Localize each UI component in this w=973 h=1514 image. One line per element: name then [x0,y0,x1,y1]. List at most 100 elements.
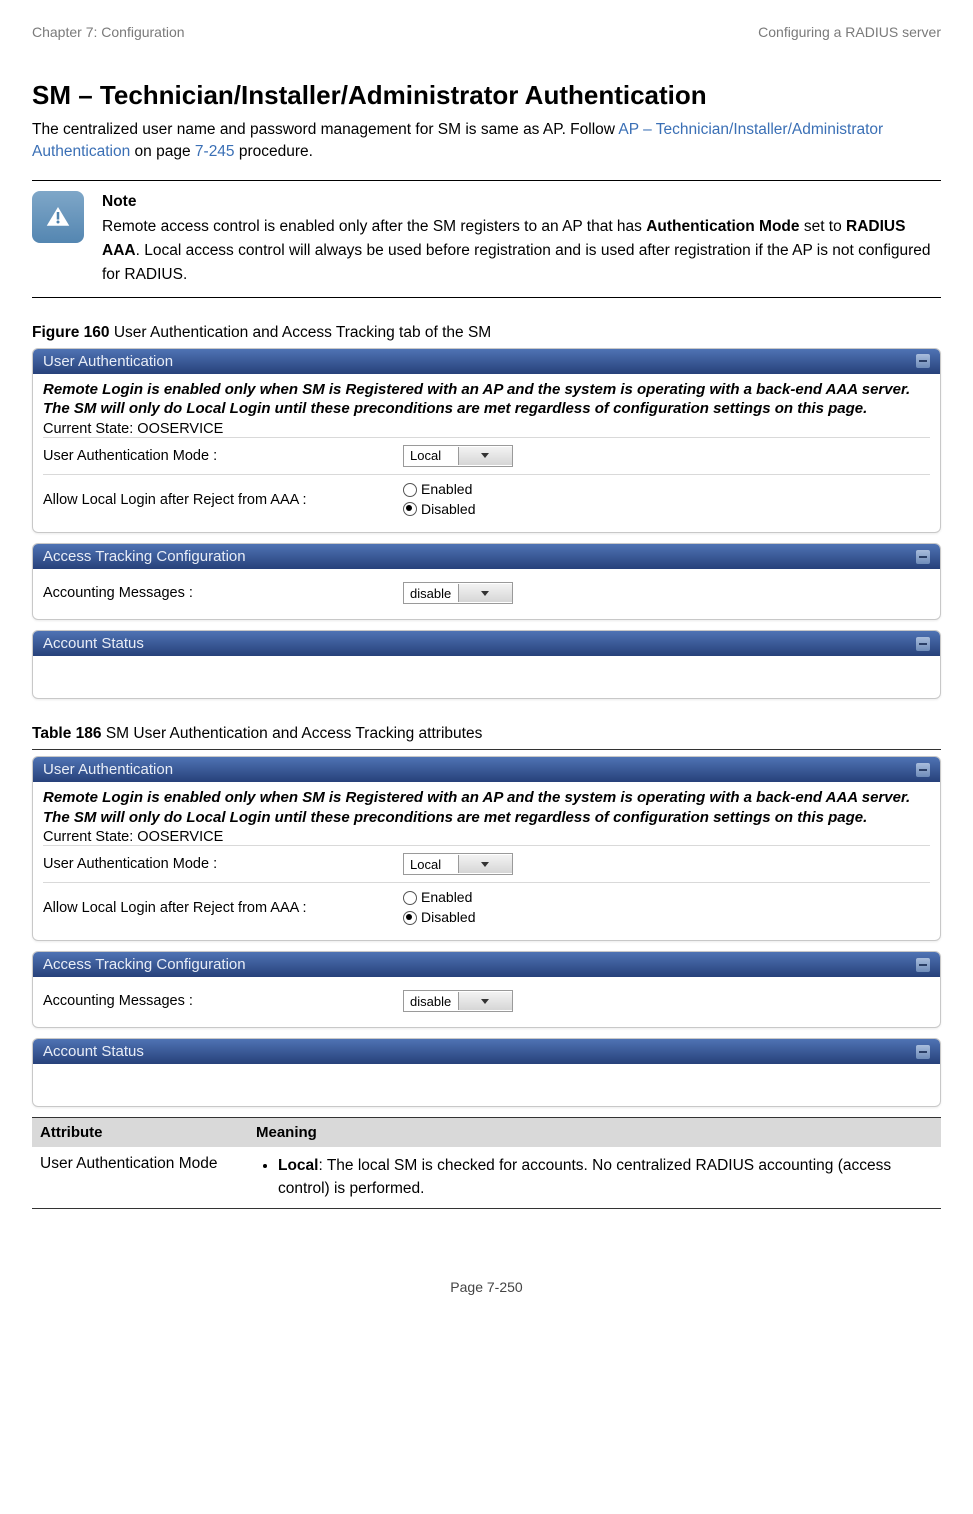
radio-enabled[interactable]: Enabled [403,888,930,908]
intro-text-1: The centralized user name and password m… [32,121,618,138]
access-tracking-header[interactable]: Access Tracking Configuration [33,544,940,569]
section-label: Configuring a RADIUS server [758,24,941,40]
auth-mode-select[interactable]: Local [403,853,513,875]
accounting-select[interactable]: disable [403,582,513,604]
accounting-value: disable [404,586,458,601]
accounting-label: Accounting Messages : [43,993,403,1009]
collapse-icon[interactable] [916,1045,930,1059]
access-tracking-title: Access Tracking Configuration [43,548,246,565]
auth-mode-label: User Authentication Mode : [43,856,403,872]
auth-mode-row: User Authentication Mode : Local [43,437,930,474]
figure-screenshot-2: User Authentication Remote Login is enab… [32,749,941,1107]
account-status-body [33,1064,940,1106]
access-tracking-panel: Access Tracking Configuration Accounting… [32,543,941,620]
col-attribute: Attribute [32,1118,248,1148]
access-tracking-body: Accounting Messages : disable [33,569,940,619]
collapse-icon[interactable] [916,763,930,777]
user-auth-title: User Authentication [43,353,173,370]
radio-icon [403,483,417,497]
note-text-mid: set to [800,218,847,235]
page-title: SM – Technician/Installer/Administrator … [32,80,941,111]
account-status-header[interactable]: Account Status [33,631,940,656]
user-auth-panel-header[interactable]: User Authentication [33,757,940,782]
radio-disabled[interactable]: Disabled [403,500,930,520]
user-auth-panel: User Authentication Remote Login is enab… [32,348,941,533]
user-auth-body: Remote Login is enabled only when SM is … [33,782,940,940]
table-row: User Authentication Mode Local: The loca… [32,1147,941,1208]
accounting-value: disable [404,994,458,1009]
radio-enabled-label: Enabled [421,888,472,908]
figure-caption: Figure 160 User Authentication and Acces… [32,324,941,342]
account-status-title: Account Status [43,635,144,652]
accounting-select[interactable]: disable [403,990,513,1012]
auth-mode-control: Local [403,853,930,875]
intro-text-2: on page [130,143,195,160]
auth-mode-label: User Authentication Mode : [43,448,403,464]
note-content: Note Remote access control is enabled on… [102,191,941,287]
auth-mode-value: Local [404,448,458,463]
collapse-icon[interactable] [916,637,930,651]
access-tracking-title: Access Tracking Configuration [43,956,246,973]
figure-caption-bold: Figure 160 [32,324,110,341]
table-caption-bold: Table 186 [32,725,102,742]
collapse-icon[interactable] [916,550,930,564]
account-status-panel: Account Status [32,630,941,699]
note-bold-1: Authentication Mode [646,218,799,235]
note-icon [32,191,84,243]
accounting-control: disable [403,990,930,1012]
chevron-down-icon[interactable] [458,447,513,465]
access-tracking-header[interactable]: Access Tracking Configuration [33,952,940,977]
chapter-label: Chapter 7: Configuration [32,24,185,40]
page-header-row: Chapter 7: Configuration Configuring a R… [32,24,941,40]
chevron-down-icon[interactable] [458,992,513,1010]
radio-disabled-label: Disabled [421,908,475,928]
allow-local-radios: Enabled Disabled [403,480,930,519]
note-title: Note [102,193,941,211]
current-state: Current State: OOSERVICE [43,829,930,845]
chevron-down-icon[interactable] [458,584,513,602]
meaning-text: : The local SM is checked for accounts. … [278,1157,891,1196]
page-footer: Page 7-250 [32,1279,941,1295]
radio-icon [403,502,417,516]
radio-disabled[interactable]: Disabled [403,908,930,928]
cell-attribute: User Authentication Mode [32,1147,248,1208]
intro-paragraph: The centralized user name and password m… [32,119,941,164]
note-text: Remote access control is enabled only af… [102,215,941,287]
auth-mode-value: Local [404,857,458,872]
collapse-icon[interactable] [916,958,930,972]
intro-text-3: procedure. [235,143,313,160]
note-text-pre: Remote access control is enabled only af… [102,218,646,235]
user-auth-italic-note: Remote Login is enabled only when SM is … [43,380,930,419]
col-meaning: Meaning [248,1118,941,1148]
allow-local-label: Allow Local Login after Reject from AAA … [43,900,403,916]
access-tracking-panel: Access Tracking Configuration Accounting… [32,951,941,1028]
allow-local-row: Allow Local Login after Reject from AAA … [43,882,930,932]
accounting-control: disable [403,582,930,604]
attribute-table: Attribute Meaning User Authentication Mo… [32,1117,941,1209]
collapse-icon[interactable] [916,354,930,368]
radio-icon [403,911,417,925]
access-tracking-body: Accounting Messages : disable [33,977,940,1027]
allow-local-row: Allow Local Login after Reject from AAA … [43,474,930,524]
note-text-post: . Local access control will always be us… [102,242,931,283]
radio-enabled[interactable]: Enabled [403,480,930,500]
accounting-row: Accounting Messages : disable [43,575,930,611]
intro-link-2[interactable]: 7-245 [195,143,235,160]
table-caption: Table 186 SM User Authentication and Acc… [32,725,941,743]
user-auth-panel: User Authentication Remote Login is enab… [32,756,941,941]
user-auth-body: Remote Login is enabled only when SM is … [33,374,940,532]
cell-meaning: Local: The local SM is checked for accou… [248,1147,941,1208]
user-auth-italic-note: Remote Login is enabled only when SM is … [43,788,930,827]
table-header-row: Attribute Meaning [32,1118,941,1148]
user-auth-panel-header[interactable]: User Authentication [33,349,940,374]
current-state: Current State: OOSERVICE [43,421,930,437]
radio-disabled-label: Disabled [421,500,475,520]
allow-local-label: Allow Local Login after Reject from AAA … [43,492,403,508]
account-status-header[interactable]: Account Status [33,1039,940,1064]
account-status-panel: Account Status [32,1038,941,1107]
user-auth-title: User Authentication [43,761,173,778]
auth-mode-select[interactable]: Local [403,445,513,467]
auth-mode-row: User Authentication Mode : Local [43,845,930,882]
chevron-down-icon[interactable] [458,855,513,873]
meaning-bold: Local [278,1157,318,1174]
